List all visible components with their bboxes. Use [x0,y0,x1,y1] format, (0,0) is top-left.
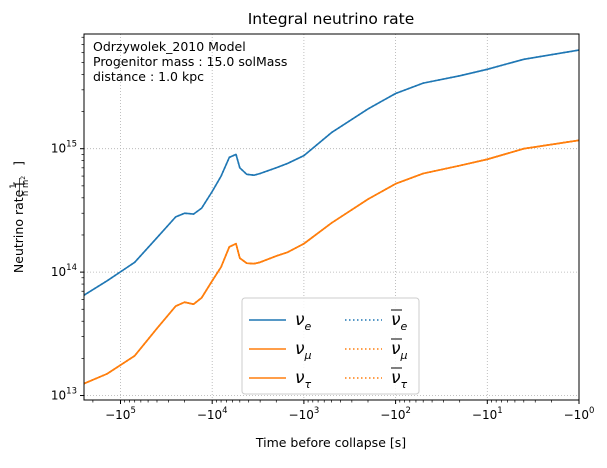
series-line-nu_tau_bar [83,139,580,385]
series-layer [83,49,580,385]
y-axis-label-frac-den-exp: 2 [20,176,27,180]
x-axis-label: Time before collapse [s] [255,435,406,450]
legend-label-nu_tau_bar: ντ [391,368,408,391]
annotation-line: Odrzywolek_2010 Model [93,39,246,54]
x-tick-layer: −105 −104 −103 −102 −101 −100 [92,400,595,422]
x-tick-label: −105 [105,406,136,422]
x-tick-label: −101 [472,406,503,422]
y-axis-label-frac-num: 1 [9,183,19,188]
legend-label-nu_mu: νμ [295,339,312,362]
legend: νe νe νμ νμ ντ ντ [241,297,420,395]
legend-frame [241,297,420,395]
y-axis-label-frac-den: h m [21,180,31,196]
annotation-line: distance : 1.0 kpc [93,69,204,84]
annotation-line: Progenitor mass : 15.0 solMass [93,54,287,69]
x-tick-label: −102 [380,406,411,422]
chart-title: Integral neutrino rate [248,10,415,28]
y-tick-label: 1014 [51,263,77,279]
x-tick-label: −104 [197,406,228,422]
series-line-nu_e_bar [83,49,580,296]
svg-text:Neutrino rate []: Neutrino rate [] [11,161,26,273]
y-tick-label: 1013 [51,387,77,403]
legend-label-nu_tau: ντ [295,368,312,391]
y-axis-label-prefix: Neutrino rate [ [11,181,26,273]
x-tick-label: −103 [289,406,320,422]
legend-label-nu_e: νe [295,310,312,333]
legend-label-nu_e_bar: νe [391,310,408,333]
y-tick-label: 1015 [51,140,77,156]
y-tick-layer: 1013 1014 1015 [51,36,84,403]
annotation-text: Odrzywolek_2010 Model Progenitor mass : … [93,39,287,84]
y-axis-label: Neutrino rate [] 1 h m2 [9,161,31,273]
svg-text:h m2: h m2 [20,176,31,196]
legend-label-nu_mu_bar: νμ [391,339,408,362]
x-tick-label: −100 [564,406,595,422]
